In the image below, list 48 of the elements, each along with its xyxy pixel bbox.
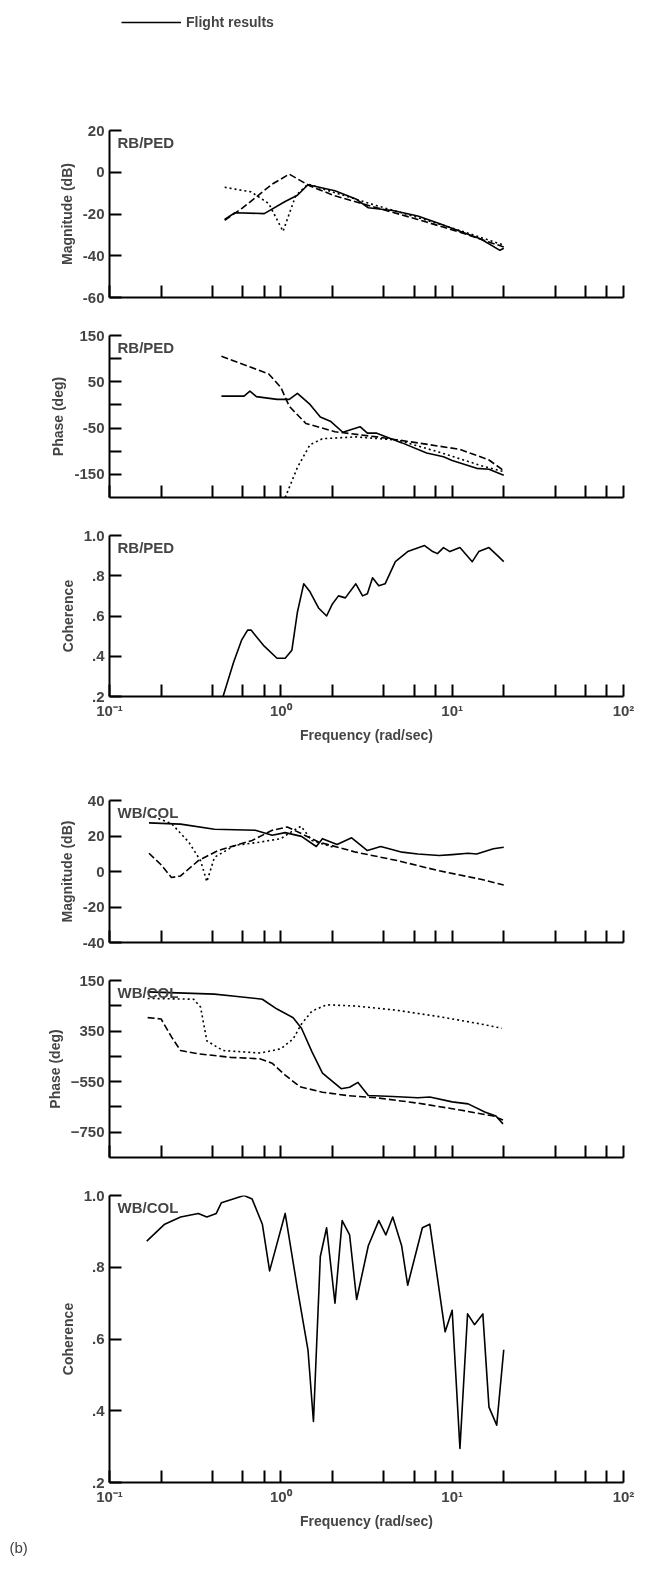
- x-axis-title: Frequency (rad/sec): [299, 726, 434, 743]
- y-tick-label: .8: [91, 566, 105, 584]
- x-tick-label: 10¹: [441, 701, 464, 719]
- y-axis-title: Magnitude (dB): [58, 163, 75, 265]
- y-tick-label: −750: [70, 1123, 105, 1141]
- y-tick-label: 0: [96, 163, 105, 181]
- y-tick-label: .4: [91, 647, 106, 665]
- annotation: RB/PED: [117, 538, 175, 556]
- y-axis-title: Coherence: [59, 1302, 76, 1376]
- y-tick-label: -60: [82, 288, 105, 306]
- x-tick-label: 10⁰: [269, 1487, 293, 1505]
- y-tick-label: -50: [82, 419, 105, 437]
- y-tick-label: -150: [74, 465, 105, 483]
- annotation: RB/PED: [117, 338, 175, 356]
- y-tick-label: .6: [91, 1330, 105, 1347]
- y-tick-label: 350: [79, 1022, 105, 1040]
- y-tick-label: 150: [79, 326, 105, 344]
- y-tick-label: -40: [82, 246, 105, 264]
- y-tick-label: 0: [96, 862, 105, 880]
- y-tick-label: .6: [91, 607, 105, 624]
- y-tick-label: 20: [87, 827, 105, 844]
- annotation: WB/COL: [117, 1198, 179, 1216]
- text: (b): [9, 1538, 28, 1556]
- y-axis-title: Phase (deg): [46, 1029, 63, 1109]
- y-tick-label: 20: [87, 121, 105, 139]
- x-tick-label: 10¹: [441, 1487, 464, 1505]
- y-tick-label: -20: [82, 898, 105, 915]
- y-tick-label: .8: [91, 1258, 105, 1276]
- y-tick-label: −550: [70, 1072, 105, 1090]
- x-tick-label: 10²: [612, 701, 635, 719]
- y-tick-label: .4: [91, 1401, 106, 1419]
- annotation: RB/PED: [117, 133, 175, 151]
- x-axis-title: Frequency (rad/sec): [299, 1512, 434, 1529]
- y-tick-label: 1.0: [83, 526, 105, 544]
- y-axis-title: Coherence: [59, 579, 76, 653]
- y-tick-label: 150: [79, 971, 105, 989]
- y-tick-label: 50: [87, 372, 105, 390]
- y-tick-label: -40: [82, 933, 105, 951]
- y-tick-label: 40: [87, 791, 105, 809]
- x-tick-label: 10²: [612, 1487, 635, 1505]
- y-axis-title: Magnitude (dB): [58, 820, 75, 923]
- annotation: WB/COL: [117, 983, 179, 1001]
- legend-label: Flight results: [186, 14, 274, 30]
- y-axis-title: Phase (deg): [50, 376, 67, 457]
- x-tick-label: 10⁰: [269, 701, 293, 719]
- y-tick-label: 1.0: [83, 1186, 105, 1204]
- annotation: WB/COL: [117, 803, 179, 821]
- y-tick-label: -20: [82, 205, 105, 222]
